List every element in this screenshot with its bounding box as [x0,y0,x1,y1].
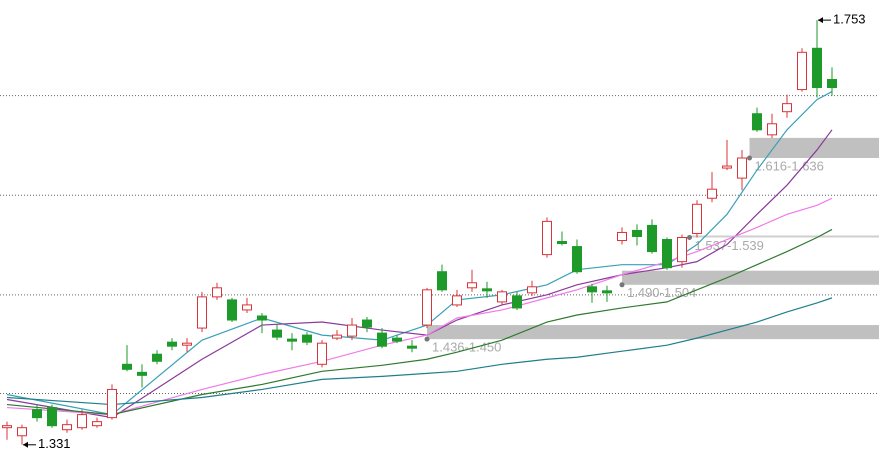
candle-body [302,334,312,343]
zone-marker [747,155,752,161]
support-zone [689,235,879,238]
candle-body [617,231,627,242]
candle-body [242,304,252,311]
candle-body [257,315,267,321]
annotation-label: 1.331 [38,436,71,451]
candle-body [527,286,537,294]
candle-body [512,295,522,309]
annotation-label: 1.753 [833,12,866,27]
moving-average-line [6,197,833,416]
candle-body [332,334,342,339]
candle-body [347,324,357,337]
candle-body [407,345,417,349]
candle-body [827,79,837,89]
candle-body [677,236,687,263]
support-zone [427,325,879,340]
zone-label: 1.490-1.504 [627,285,696,300]
candle-body [17,427,27,437]
zone-marker [687,234,692,240]
candle-body [272,329,282,338]
candle-body [32,409,42,419]
candle-body [467,282,477,289]
candle-body [92,421,102,427]
candle-body [227,299,237,321]
candle-body [152,353,162,362]
candle-body [392,337,402,342]
candle-body [767,123,777,136]
candle-body [362,319,372,328]
annotation-arrowhead [818,17,823,24]
candle-body [752,113,762,131]
moving-average-line [6,297,833,406]
candle-body [482,288,492,292]
zone-label: 1.616-1.636 [755,158,824,173]
candle-body [317,342,327,365]
candle-body [47,407,57,427]
candle-body [167,341,177,347]
candle-body [422,289,432,326]
candle-body [77,414,87,429]
support-zone [622,270,879,285]
zone-marker [424,336,430,342]
candle-body [647,224,657,253]
candle-body [632,229,642,237]
zone-label: 1.436-1.450 [432,340,501,355]
candle-body [722,165,732,169]
candle-body [572,246,582,273]
candle-body [737,157,747,179]
candle-body [137,371,147,376]
candle-body [437,271,447,291]
candle-body [812,47,822,89]
candle-body [107,388,117,419]
candle-body [587,286,597,293]
candle-body [707,188,717,199]
candle-body [497,291,507,303]
zone-label: 1.537-1.539 [695,238,764,253]
candle-body [797,51,807,91]
candle-body [662,239,672,269]
candle-body [692,203,702,234]
support-zone [749,137,879,158]
candle-body [62,424,72,431]
candle-body [452,295,462,306]
candle-body [122,363,132,370]
candle-body [377,332,387,347]
candle-body [542,220,552,256]
zone-marker [619,282,625,288]
candle-body [287,338,297,342]
moving-average-line [6,228,833,416]
candle-body [557,241,567,245]
candle-body [782,103,792,113]
candle-body [197,296,207,329]
candle-body [2,425,12,429]
candle-body [182,342,192,346]
candle-body [602,290,612,294]
candle-body [212,287,222,298]
annotation-arrowhead [23,441,28,448]
